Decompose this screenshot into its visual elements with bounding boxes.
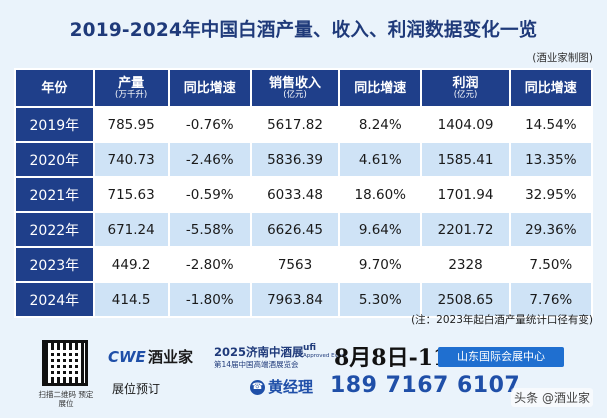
table-cell: 6626.45 [251,213,339,246]
column-header: 产量 (万千升) [94,70,168,106]
table-cell: 14.54% [510,108,591,141]
table-cell: 449.2 [94,248,168,281]
table-cell: -2.80% [169,248,250,281]
column-header: 同比增速 [169,70,250,106]
table-cell: 2508.65 [422,283,509,316]
table-cell: 1404.09 [422,108,509,141]
table-cell: 29.36% [510,213,591,246]
column-header-label: 利润 [452,76,479,91]
column-header-unit: (万千升) [115,90,148,100]
column-header: 销售收入 (亿元) [251,70,339,106]
table-cell: 9.70% [340,248,421,281]
table-row: 2024年 414.5 -1.80% 7963.84 5.30% 2508.65 7.76% [16,283,591,316]
column-header: 利润 (亿元) [422,70,509,106]
footnote: (注：2023年起白酒产量统计口径有变) [411,314,593,326]
table-cell: 414.5 [94,283,168,316]
table-cell: 18.60% [340,178,421,211]
column-header: 年份 [16,70,93,106]
expo-subtitle: 第14届中国高端酒展览会 [214,360,299,369]
contact-name: 黄经理 [268,378,314,396]
column-header-label: 同比增速 [524,80,577,96]
table-cell: 7563 [251,248,339,281]
table-body: 2019年 785.95 -0.76% 5617.82 8.24% 1404.09 14.5… [16,108,591,316]
column-header: 同比增速 [340,70,421,106]
year-cell: 2020年 [16,143,93,176]
table-cell: 2201.72 [422,213,509,246]
column-header-label: 销售收入 [269,76,322,91]
table-cell: 5.30% [340,283,421,316]
table-row: 2021年 715.63 -0.59% 6033.48 18.60% 1701.94 32.… [16,178,591,211]
table-cell: 7.50% [510,248,591,281]
table-cell: 7963.84 [251,283,339,316]
table-cell: 32.95% [510,178,591,211]
column-header-label: 同比增速 [354,80,407,96]
table-cell: -1.80% [169,283,250,316]
table-cell: 4.61% [340,143,421,176]
qr-label: 扫描二维码 预定展位 [38,390,94,408]
table-cell: 740.73 [94,143,168,176]
data-table: 年份 产量 (万千升) 同比增速 销售收入 (亿元) 同比增速 利润 (亿元) 同比增速 2019… [14,68,593,318]
table-cell: 2328 [422,248,509,281]
table-cell: 1701.94 [422,178,509,211]
table-header-row: 年份 产量 (万千升) 同比增速 销售收入 (亿元) 同比增速 利润 (亿元) 同比增速 [16,70,591,106]
ufi-text: ufi [303,343,317,353]
table-cell: 9.64% [340,213,421,246]
table-cell: 1585.41 [422,143,509,176]
phone-icon: ☎ [250,380,265,395]
table-row: 2022年 671.24 -5.58% 6626.45 9.64% 2201.72 29.3… [16,213,591,246]
column-header-label: 产量 [118,76,145,91]
year-cell: 2021年 [16,178,93,211]
column-header-unit: (亿元) [283,90,307,100]
year-cell: 2024年 [16,283,93,316]
table-cell: 6033.48 [251,178,339,211]
table-row: 2023年 449.2 -2.80% 7563 9.70% 2328 7.50% [16,248,591,281]
table-cell: -5.58% [169,213,250,246]
booking-label: 展位预订 [112,382,161,396]
ufi-logo: ufi Approved Event [303,343,347,360]
table-cell: 13.35% [510,143,591,176]
table-cell: 671.24 [94,213,168,246]
column-header-unit: (亿元) [453,90,478,100]
table-row: 2019年 785.95 -0.76% 5617.82 8.24% 1404.09 14.5… [16,108,591,141]
brand-name: 酒业家 [148,348,194,366]
source-label: (酒业家制图) [532,52,593,64]
year-cell: 2019年 [16,108,93,141]
promo-footer: 扫描二维码 预定展位 CWE 酒业家 2025济南中酒展 第14届中国高端酒展览… [0,330,607,418]
table-cell: 8.24% [340,108,421,141]
expo-name: 2025济南中酒展 [214,345,304,359]
year-cell: 2022年 [16,213,93,246]
table-cell: -0.76% [169,108,250,141]
venue-badge: 山东国际会展中心 [438,347,564,367]
phone-number[interactable]: 189 7167 6107 [330,373,521,398]
page-title: 2019-2024年中国白酒产量、收入、利润数据变化一览 [69,20,538,41]
table-row: 2020年 740.73 -2.46% 5836.39 4.61% 1585.41 13.3… [16,143,591,176]
table-cell: -2.46% [169,143,250,176]
table-cell: 5836.39 [251,143,339,176]
table-cell: 5617.82 [251,108,339,141]
cwe-logo: CWE [108,348,146,366]
column-header-label: 年份 [41,80,68,96]
table-cell: 7.76% [510,283,591,316]
ufi-sub: Approved Event [303,353,347,359]
qr-code-icon[interactable] [42,340,88,386]
table-cell: 785.95 [94,108,168,141]
table-cell: 715.63 [94,178,168,211]
table-cell: -0.59% [169,178,250,211]
column-header: 同比增速 [510,70,591,106]
year-cell: 2023年 [16,248,93,281]
watermark: 头条 @酒业家 [511,388,593,407]
column-header-label: 同比增速 [183,80,236,96]
